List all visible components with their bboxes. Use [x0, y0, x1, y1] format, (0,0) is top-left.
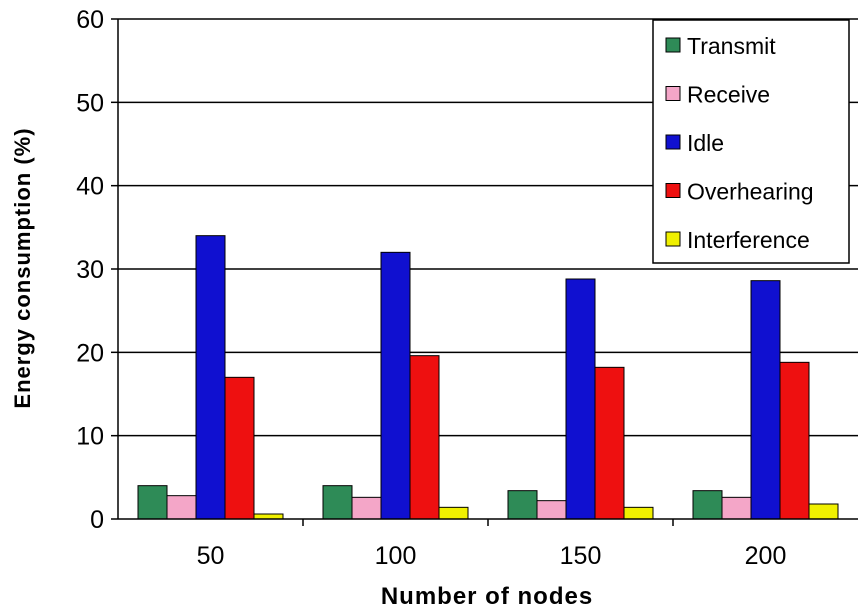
bar-interference-150: [623, 506, 654, 520]
y-tick-label: 0: [90, 506, 104, 534]
y-axis-label: Energy consumption (%): [10, 127, 35, 408]
legend-swatch-receive: [665, 86, 681, 101]
y-tick-label: 10: [76, 423, 104, 451]
y-tick-labels: 0 10 20 30 40 50 60: [76, 6, 118, 534]
x-axis-label: Number of nodes: [381, 583, 593, 610]
bar-receive-100: [351, 496, 382, 520]
bar-interference-200: [808, 503, 839, 520]
bar-receive-50: [166, 495, 197, 520]
gridlines: [118, 18, 858, 437]
legend-label-idle: Idle: [687, 130, 724, 156]
legend-swatch-transmit: [665, 37, 681, 53]
bar-idle-200: [750, 280, 781, 520]
x-tick-label: 50: [197, 542, 225, 570]
bar-receive-200: [721, 496, 752, 520]
bar-transmit-100: [322, 485, 353, 520]
bar-idle-150: [565, 278, 596, 520]
y-tick-label: 50: [76, 89, 104, 117]
bar-overhearing-200: [779, 361, 810, 520]
legend-box: [652, 19, 850, 264]
y-tick-label: 30: [76, 256, 104, 284]
bar-overhearing-100: [409, 355, 440, 520]
bar-transmit-150: [507, 490, 538, 520]
bar-interference-100: [438, 506, 469, 520]
bar-idle-50: [195, 235, 226, 520]
bar-transmit-200: [692, 490, 723, 520]
bar-overhearing-150: [594, 366, 625, 520]
legend: Transmit Receive Idle Overhearing Interferen…: [652, 19, 850, 264]
bar-overhearing-50: [224, 376, 255, 520]
bar-transmit-50: [137, 485, 168, 520]
bar-idle-100: [380, 251, 411, 520]
x-tick-label: 100: [375, 542, 417, 570]
legend-swatch-interference: [665, 231, 681, 247]
legend-label-interference: Interference: [687, 227, 810, 253]
legend-label-transmit: Transmit: [687, 33, 776, 59]
legend-swatch-idle: [665, 134, 681, 150]
legend-label-receive: Receive: [687, 82, 770, 108]
x-tick-label: 150: [560, 542, 602, 570]
y-tick-label: 60: [76, 6, 104, 34]
y-tick-label: 40: [76, 173, 104, 201]
legend-label-overhearing: Overhearing: [687, 179, 814, 205]
x-tick-labels: 50 100 150 200: [197, 519, 787, 570]
legend-swatch-overhearing: [665, 183, 681, 198]
bar-receive-150: [536, 500, 567, 520]
bars: [137, 235, 839, 520]
y-tick-label: 20: [76, 339, 104, 367]
x-tick-label: 200: [745, 542, 787, 570]
